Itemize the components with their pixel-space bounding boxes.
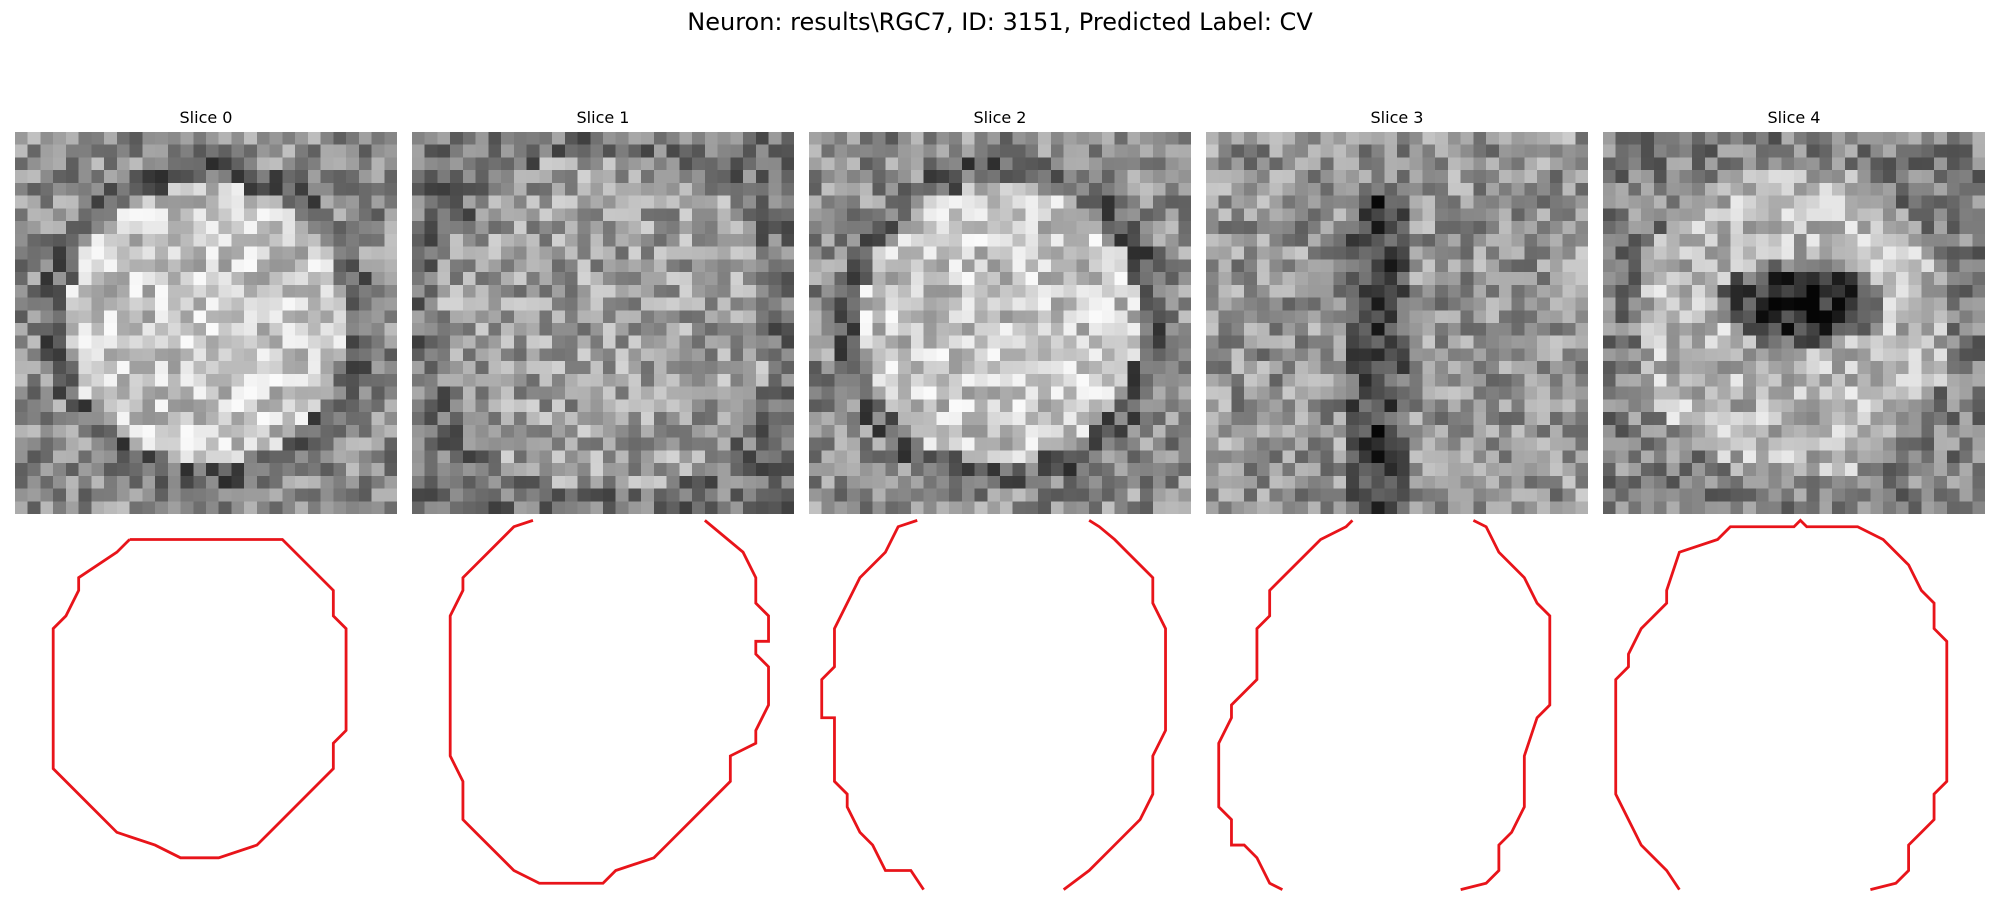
slice-image [15, 132, 397, 514]
slice-title: Slice 0 [179, 108, 233, 127]
figure-title: Neuron: results\RGC7, ID: 3151, Predicte… [687, 8, 1313, 36]
red-contour [1614, 518, 1949, 891]
slice-panel-4: Slice 4 [1603, 108, 1985, 900]
slice-panel-2: Slice 2 [809, 108, 1191, 900]
slice-panel-3: Slice 3 [1206, 108, 1588, 900]
slice-image [809, 132, 1191, 514]
slice-title: Slice 4 [1767, 108, 1821, 127]
red-contour [51, 538, 348, 860]
slice-image [412, 132, 794, 514]
red-contour [1217, 519, 1552, 891]
slice-image [1206, 132, 1588, 514]
slice-panel-1: Slice 1 [412, 108, 794, 900]
red-contour [820, 519, 1167, 891]
grayscale-image [1206, 132, 1588, 514]
slice-title: Slice 1 [576, 108, 630, 127]
slice-title: Slice 3 [1370, 108, 1424, 127]
grayscale-image [15, 132, 397, 514]
grayscale-image [809, 132, 1191, 514]
grayscale-image [412, 132, 794, 514]
grayscale-image [1603, 132, 1985, 514]
slice-title: Slice 2 [973, 108, 1027, 127]
slice-image [1603, 132, 1985, 514]
red-contour [448, 519, 770, 885]
slice-panel-0: Slice 0 [15, 108, 397, 900]
